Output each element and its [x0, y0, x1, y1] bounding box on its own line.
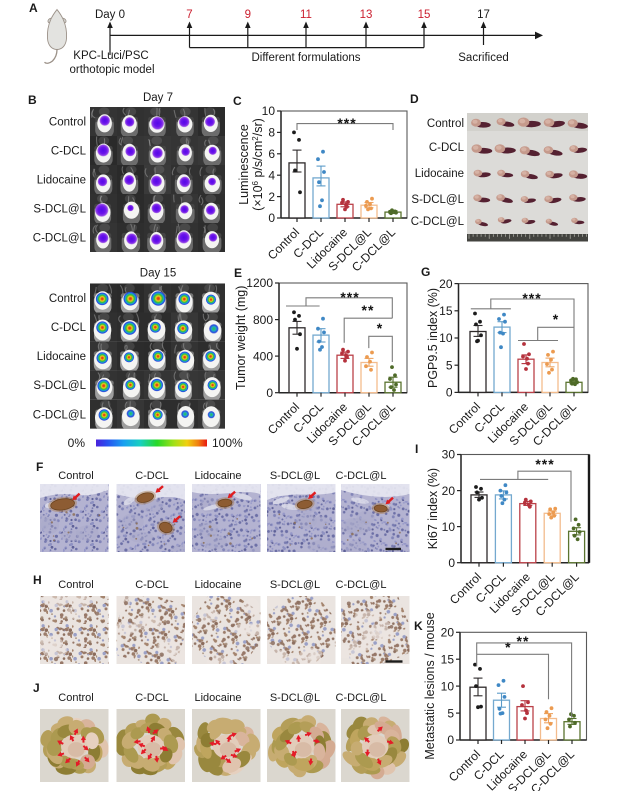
- svg-text:Luminescence: Luminescence: [237, 124, 251, 205]
- svg-text:Lidocaine: Lidocaine: [194, 692, 241, 704]
- svg-text:G: G: [421, 265, 430, 279]
- svg-text:Day 0: Day 0: [95, 9, 125, 21]
- svg-text:Control: Control: [427, 118, 464, 130]
- svg-text:11: 11: [300, 9, 312, 21]
- svg-text:Different formulations: Different formulations: [251, 52, 360, 64]
- svg-text:Lidocaine: Lidocaine: [194, 579, 241, 591]
- svg-text:0: 0: [266, 386, 273, 400]
- svg-text:Control: Control: [49, 117, 86, 129]
- svg-text:20: 20: [439, 277, 453, 291]
- svg-text:Control: Control: [49, 293, 86, 305]
- svg-text:C-DCL@L: C-DCL@L: [336, 470, 387, 482]
- svg-text:C-DCL@L: C-DCL@L: [336, 692, 387, 704]
- svg-text:***: ***: [522, 290, 541, 306]
- svg-text:0: 0: [268, 211, 275, 225]
- svg-text:***: ***: [340, 289, 359, 305]
- svg-text:*: *: [553, 311, 559, 327]
- svg-text:C-DCL: C-DCL: [51, 322, 87, 334]
- svg-text:Lidocaine: Lidocaine: [37, 175, 86, 187]
- svg-text:S-DCL@L: S-DCL@L: [411, 194, 464, 206]
- svg-text:0: 0: [447, 733, 454, 747]
- svg-text:10: 10: [442, 520, 456, 534]
- svg-text:C-DCL: C-DCL: [135, 692, 169, 704]
- svg-text:400: 400: [253, 349, 273, 363]
- svg-text:20: 20: [441, 626, 455, 640]
- svg-text:Tumor weight (mg): Tumor weight (mg): [234, 286, 248, 390]
- svg-text:15: 15: [418, 9, 431, 21]
- svg-text:Sacrificed: Sacrificed: [458, 52, 509, 64]
- svg-text:orthotopic model: orthotopic model: [69, 64, 154, 76]
- svg-text:9: 9: [245, 9, 251, 21]
- svg-text:15: 15: [439, 304, 453, 318]
- svg-text:C-DCL@L: C-DCL@L: [336, 579, 387, 591]
- svg-text:2: 2: [268, 190, 275, 204]
- svg-text:S-DCL@L: S-DCL@L: [270, 692, 320, 704]
- svg-text:Day 7: Day 7: [143, 92, 173, 104]
- svg-text:**: **: [517, 633, 530, 649]
- svg-text:0%: 0%: [68, 436, 86, 450]
- svg-text:5: 5: [447, 706, 454, 720]
- svg-text:800: 800: [253, 313, 273, 327]
- svg-text:A: A: [29, 1, 38, 15]
- svg-text:E: E: [234, 266, 242, 280]
- svg-text:Metastatic lesions / mouse: Metastatic lesions / mouse: [423, 612, 437, 759]
- svg-text:Ki67 index (%): Ki67 index (%): [426, 468, 440, 549]
- svg-text:30: 30: [442, 448, 456, 462]
- svg-text:S-DCL@L: S-DCL@L: [33, 204, 86, 216]
- svg-text:C-DCL: C-DCL: [429, 142, 465, 154]
- svg-text:4: 4: [268, 168, 275, 182]
- svg-text:***: ***: [535, 456, 554, 472]
- svg-text:S-DCL@L: S-DCL@L: [33, 380, 86, 392]
- svg-text:B: B: [28, 93, 37, 107]
- svg-text:**: **: [362, 302, 375, 318]
- svg-text:***: ***: [337, 115, 356, 131]
- svg-text:J: J: [33, 681, 40, 695]
- svg-text:6: 6: [268, 147, 275, 161]
- svg-text:0: 0: [448, 556, 455, 570]
- svg-text:1200: 1200: [246, 276, 273, 290]
- svg-text:KPC-Luci/PSC: KPC-Luci/PSC: [73, 50, 148, 62]
- svg-text:Lidocaine: Lidocaine: [37, 351, 86, 363]
- svg-text:10: 10: [439, 331, 453, 345]
- svg-text:Lidocaine: Lidocaine: [415, 168, 464, 180]
- svg-text:C-DCL@L: C-DCL@L: [411, 216, 465, 228]
- svg-text:K: K: [414, 619, 423, 633]
- svg-text:15: 15: [441, 652, 455, 666]
- svg-text:10: 10: [441, 679, 455, 693]
- svg-text:(×106 p/s/cm2/sr): (×106 p/s/cm2/sr): [251, 118, 265, 211]
- svg-text:D: D: [410, 92, 419, 106]
- svg-text:17: 17: [477, 9, 490, 21]
- svg-text:Control: Control: [58, 470, 93, 482]
- svg-text:I: I: [415, 442, 418, 456]
- svg-text:Control: Control: [58, 579, 93, 591]
- svg-text:*: *: [505, 639, 511, 655]
- svg-text:C-DCL: C-DCL: [51, 146, 87, 158]
- svg-text:S-DCL@L: S-DCL@L: [270, 579, 320, 591]
- svg-text:Day 15: Day 15: [140, 268, 176, 280]
- svg-text:7: 7: [186, 9, 192, 21]
- svg-text:Control: Control: [58, 692, 93, 704]
- svg-text:0: 0: [446, 386, 453, 400]
- svg-text:C: C: [233, 94, 242, 108]
- svg-text:S-DCL@L: S-DCL@L: [270, 470, 320, 482]
- svg-text:H: H: [33, 573, 42, 587]
- svg-text:PGP9.5 index (%): PGP9.5 index (%): [426, 288, 440, 388]
- svg-text:C-DCL: C-DCL: [135, 579, 169, 591]
- svg-text:C-DCL@L: C-DCL@L: [33, 233, 87, 245]
- svg-text:*: *: [377, 320, 383, 336]
- svg-text:5: 5: [446, 358, 453, 372]
- svg-text:C-DCL: C-DCL: [135, 470, 169, 482]
- svg-text:10: 10: [262, 104, 276, 118]
- svg-text:13: 13: [360, 9, 373, 21]
- svg-text:20: 20: [442, 484, 456, 498]
- svg-text:Lidocaine: Lidocaine: [194, 470, 241, 482]
- svg-text:100%: 100%: [212, 436, 243, 450]
- svg-text:F: F: [36, 460, 43, 474]
- svg-text:C-DCL@L: C-DCL@L: [33, 409, 87, 421]
- svg-text:8: 8: [268, 126, 275, 140]
